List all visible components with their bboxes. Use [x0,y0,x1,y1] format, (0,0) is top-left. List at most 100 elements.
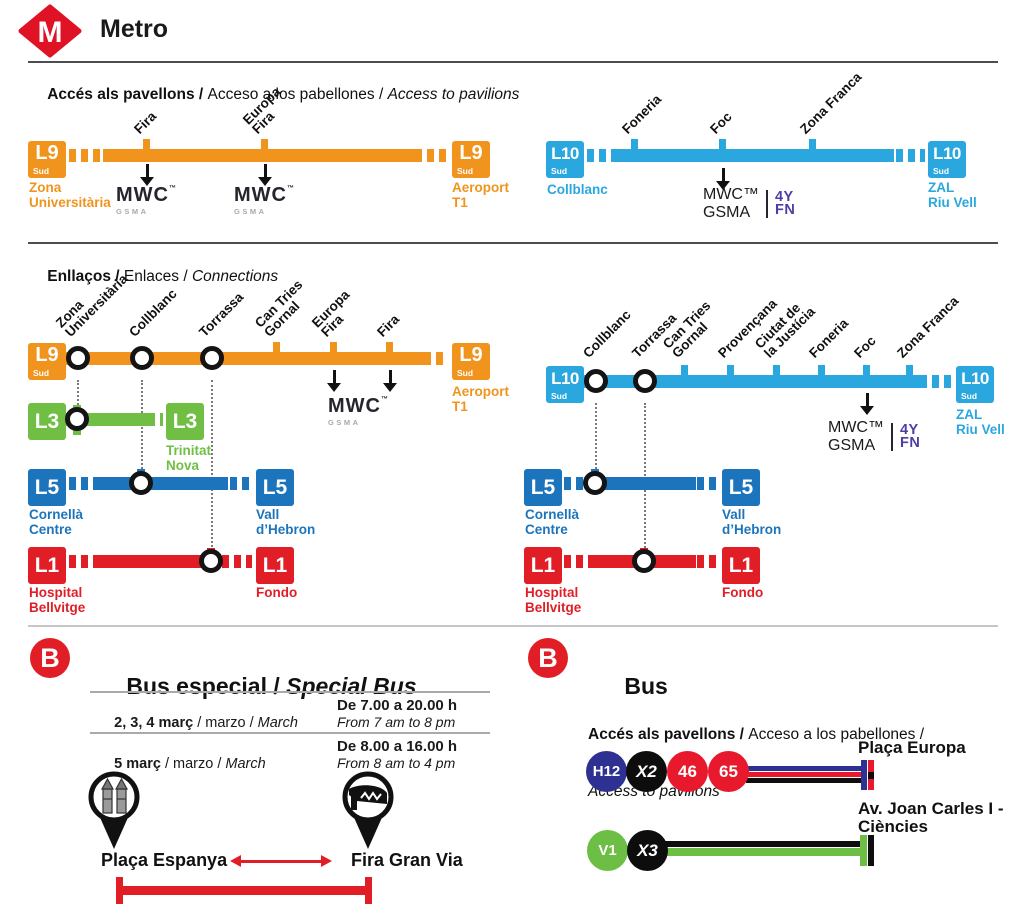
fira-gran-via-pin-icon [342,771,394,849]
l9-box-id: L9 [35,142,59,164]
l5-dashes [697,477,719,490]
route-endcap [860,835,867,866]
station-label: Foc [851,333,879,361]
4yfn-logo: 4Y FN [899,422,921,451]
date-en: March [225,756,266,772]
separator: / [179,268,192,285]
l9-box-id: L9 [459,344,483,366]
venetian-towers-glyph [100,777,129,814]
station-tick [631,139,638,151]
station-tick [386,342,393,354]
divider [28,625,998,627]
mwc-logo: MWC™ GSMA [328,396,388,427]
l9-box-sub: Sud [33,368,50,378]
date-days: 2, 3, 4 març [114,715,194,731]
station-tick [143,139,150,151]
trademark: ™ [168,185,176,192]
l9-box-sub: Sud [33,166,50,176]
trademark: ™ [867,419,884,436]
bus-badge-46: 46 [667,751,708,792]
down-arrow-icon [859,393,875,415]
terminus-label: ZAL Riu Vell [928,180,977,210]
l5-bar [588,477,696,490]
l1-box-id: L1 [262,554,288,577]
l5-box-end: L5 [256,469,294,506]
separator: / [374,86,388,103]
l9-box-id: L9 [35,344,59,366]
station-label: Zona Franca [797,69,865,137]
station-tick [719,139,726,151]
bus-badge-65: 65 [708,751,749,792]
interchange-station [633,369,657,393]
l9-box-start: L9 Sud [28,343,66,380]
transfer-connector [141,380,143,472]
l9-bar [103,149,415,162]
l10-dashes [587,149,616,162]
schedule-time: De 7.00 a 20.00 h [337,697,458,714]
bus-badge-v1: V1 [587,830,628,871]
schedule-time-en: From 7 am to 8 pm [337,714,456,730]
station-label: Can Tries Gornal [659,297,714,361]
metro-logo-letter: M [38,16,63,49]
l5-box-id: L5 [728,476,754,499]
schedule-time-en: From 8 am to 4 pm [337,755,456,771]
l3-box-id: L3 [34,410,60,433]
bus-heading-es: Acceso a los pabellones [748,726,916,743]
terminus-label: Zona Universitària [29,180,111,210]
schedule-date: 5 març / marzo / March [90,740,266,788]
l9-dashes [69,149,103,162]
interchange-station [583,471,607,495]
route-endcap [116,877,123,904]
l1-dashes [222,555,252,568]
l5-bar [94,477,228,490]
down-arrow-icon [139,164,155,186]
l10-box-sub: Sud [551,391,568,401]
l3-box-start: L3 [28,403,66,440]
station-label: Europa Fira [308,287,353,340]
l1-box-start: L1 [524,547,562,584]
access-heading: Accés als pavellons / Acceso a los pabel… [30,68,519,122]
station-label: Foneria [806,315,852,361]
connections-heading-en: Connections [191,268,279,285]
station-tick [818,365,825,377]
trademark: ™ [286,185,294,192]
divider [28,242,998,244]
terminus-label: Vall d’Hebron [256,507,316,537]
terminus-label: Trinitat Nova [166,443,212,473]
bus-route2-lines [665,841,862,856]
transfer-connector [211,380,213,551]
station-tick [681,365,688,377]
l10-bar [584,375,920,388]
gsma-wordmark: GSMA [703,204,751,221]
mwc-wordmark: MWC [234,184,287,206]
bus-logo-icon: B [30,638,70,678]
station-tick [809,139,816,151]
interchange-station [130,346,154,370]
l1-box-id: L1 [34,554,60,577]
station-tick [906,365,913,377]
transfer-connector [77,380,79,408]
interchange-station [129,471,153,495]
date-es: / marzo / [160,756,226,772]
separator: / [735,726,749,743]
l10-box-id: L10 [933,144,961,163]
route-endcap [861,760,867,790]
l10-box-sub: Sud [961,391,978,401]
terminus-label: Cornellà Centre [525,507,580,537]
access-heading-ca: Accés als pavellons [47,86,195,103]
date-days: 5 març [114,756,161,772]
gsma-wordmark: GSMA [328,418,361,427]
l10-box-id: L10 [551,369,579,388]
l10-box-start: L10 Sud [546,141,584,178]
station-tick [261,139,268,151]
origin-label: Plaça Espanya [101,850,228,870]
bus-badge-h12: H12 [586,751,627,792]
l3-box-end: L3 [166,403,204,440]
mwc-logo: MWC™ GSMA [234,185,294,216]
mwc-wordmark: MWC [828,419,868,436]
bus-access-heading-line1: Accés als pavellons / Acceso a los pabel… [588,725,924,744]
terminus-label: Fondo [722,585,764,600]
access-heading-en: Access to pavilions [387,86,520,103]
interchange-station [66,346,90,370]
